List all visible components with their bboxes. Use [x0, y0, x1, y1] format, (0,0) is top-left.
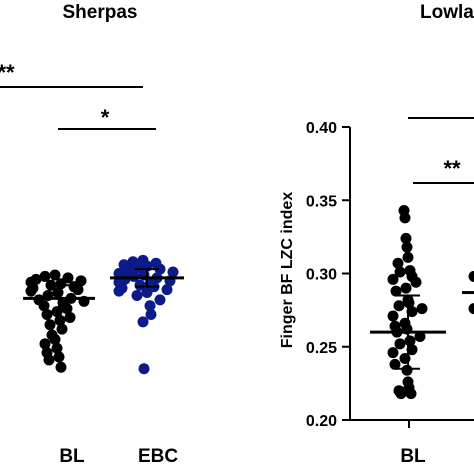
sherpas-title: Sherpas [63, 2, 138, 23]
sherpas-bl-point-29 [51, 342, 63, 354]
y-tick-label-0: 0.20 [306, 413, 337, 430]
y-tick-label-1: 0.25 [306, 340, 337, 357]
y-tick-label-3: 0.35 [306, 193, 337, 210]
sherpas-bl-point-11 [25, 285, 37, 297]
sherpas-ebc-point-6 [154, 263, 166, 275]
sherpas-bl-point-31 [53, 351, 65, 363]
lowlanders-bl-point-12 [390, 285, 402, 297]
sherpas-ebc-point-25 [144, 300, 156, 312]
y-axis-ticks: 0.20 0.25 0.30 0.35 0.40 [306, 120, 350, 430]
sig-label-lower-right: ** [443, 156, 461, 181]
lowlanders-bl-point-17 [406, 306, 418, 318]
sig-label-upper-left: ** [0, 60, 15, 85]
sherpas-bl-point-33 [55, 361, 67, 373]
sherpas-bl-point-10 [72, 284, 84, 296]
lowlanders-bl-point-5 [392, 257, 404, 269]
y-axis-label: Finger BF LZC index [279, 192, 296, 349]
lowlanders-title: Lowlar [420, 2, 474, 23]
lowlanders-bl-point-35 [395, 388, 407, 400]
sherpas-bl-point-23 [54, 314, 66, 326]
lowlanders-bl-point-9 [387, 273, 399, 285]
sig-label-lower-left: * [101, 105, 110, 130]
sherpas-ebc-point-8 [167, 266, 179, 278]
sherpas-ebc-point-23 [131, 289, 143, 301]
sherpas-bl-point-27 [49, 333, 61, 345]
x-tick-label-bl-right: BL [400, 446, 426, 467]
sherpas-bl-point-0 [49, 269, 61, 281]
sherpas-bl-point-22 [64, 311, 76, 323]
partial-next-group [462, 270, 474, 315]
sherpas-points [25, 254, 179, 375]
x-tick-label-bl: BL [59, 446, 85, 467]
lowlanders-bl-point-15 [393, 300, 405, 312]
sherpas-bl-point-28 [39, 338, 51, 350]
y-tick-label-4: 0.40 [306, 120, 337, 137]
partial-point-1 [468, 303, 474, 315]
lowlanders-bl-point-1 [399, 212, 411, 224]
sherpas-bl-point-32 [43, 354, 55, 366]
lowlanders-mean-sd-bars [370, 294, 446, 370]
sherpas-ebc-point-5 [131, 262, 143, 274]
lowlanders-bl-point-16 [416, 303, 428, 315]
lowlanders-bl-point-25 [394, 338, 406, 350]
partial-point-0 [468, 270, 474, 282]
lowlanders-bl-point-29 [389, 358, 401, 370]
sherpas-ebc-point-27 [137, 316, 149, 328]
lowlanders-bl-point-3 [401, 241, 413, 253]
lowlanders-bl-point-4 [402, 251, 414, 263]
sherpas-ebc-point-24 [154, 294, 166, 306]
sherpas-ebc-point-22 [141, 287, 153, 299]
lowlanders-points [387, 205, 428, 400]
lowlanders-bl-point-34 [405, 388, 417, 400]
sherpas-ebc-point-21 [113, 285, 125, 297]
lowlanders-bl-point-18 [387, 310, 399, 322]
lowlanders-panel: Lowlar Finger BF LZC index 0.200.250.300… [279, 2, 474, 467]
lowlanders-bl-point-7 [394, 266, 406, 278]
sherpas-mean-sd-bars [23, 268, 184, 313]
sherpas-panel: Sherpas ** * BL EBC [0, 2, 184, 467]
y-tick-label-2: 0.30 [306, 267, 337, 284]
sherpas-bl-point-25 [56, 323, 68, 335]
sherpas-ebc-point-28 [138, 363, 150, 375]
lowlanders-bl-point-26 [406, 344, 418, 356]
sherpas-bl-point-18 [38, 300, 50, 312]
lowlanders-bl-point-11 [400, 282, 412, 294]
x-tick-label-ebc: EBC [138, 446, 178, 467]
sherpas-ebc-point-17 [134, 279, 146, 291]
lowlanders-bl-point-27 [387, 347, 399, 359]
sherpas-bl-point-24 [44, 319, 56, 331]
sherpas-ebc-point-26 [145, 309, 157, 321]
lowlanders-bl-point-2 [400, 232, 412, 244]
lowlanders-bl-point-10 [410, 276, 422, 288]
sherpas-ebc-point-20 [161, 284, 173, 296]
lowlanders-bl-point-23 [414, 330, 426, 342]
sherpas-bl-point-1 [39, 270, 51, 282]
lowlanders-bl-point-30 [401, 364, 413, 376]
